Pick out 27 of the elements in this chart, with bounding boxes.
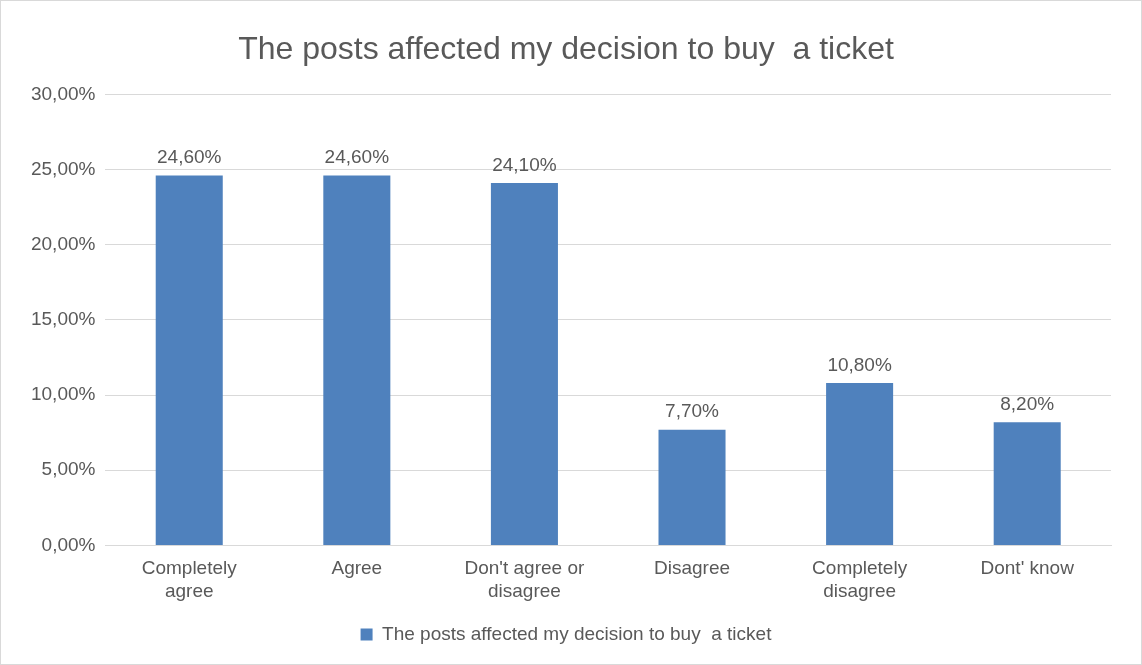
data-label: 24,10% <box>492 153 557 175</box>
bar <box>658 429 726 545</box>
data-label: 10,80% <box>827 353 892 375</box>
bar <box>323 175 391 545</box>
bar <box>993 422 1061 545</box>
data-label: 7,70% <box>665 400 720 422</box>
bar <box>826 383 894 545</box>
y-tick-label: 30,00% <box>30 82 96 104</box>
x-tick-label: Don't agree or disagree <box>464 557 585 601</box>
x-tick-label: Completely disagree <box>812 557 908 601</box>
data-label: 8,20% <box>1000 392 1055 414</box>
legend-label: The posts affected my decision to buy a ticket <box>382 622 773 644</box>
x-tick-label: Completely agree <box>141 557 238 601</box>
y-tick-label: 0,00% <box>41 533 96 555</box>
x-tick-label: Disagree <box>653 557 731 579</box>
bar <box>490 183 558 545</box>
y-tick-label: 15,00% <box>30 308 96 330</box>
x-tick-label: Dont' know <box>980 557 1075 579</box>
bar <box>155 175 223 545</box>
data-label: 24,60% <box>324 146 390 168</box>
y-tick-label: 10,00% <box>30 383 96 405</box>
y-tick-label: 20,00% <box>30 232 96 254</box>
y-tick-label: 5,00% <box>41 458 96 480</box>
chart-title: The posts affected my decision to buy a ticket <box>238 30 894 67</box>
data-label: 24,60% <box>157 146 222 168</box>
x-tick-label: Agree <box>331 557 383 579</box>
y-tick-label: 25,00% <box>30 157 96 179</box>
